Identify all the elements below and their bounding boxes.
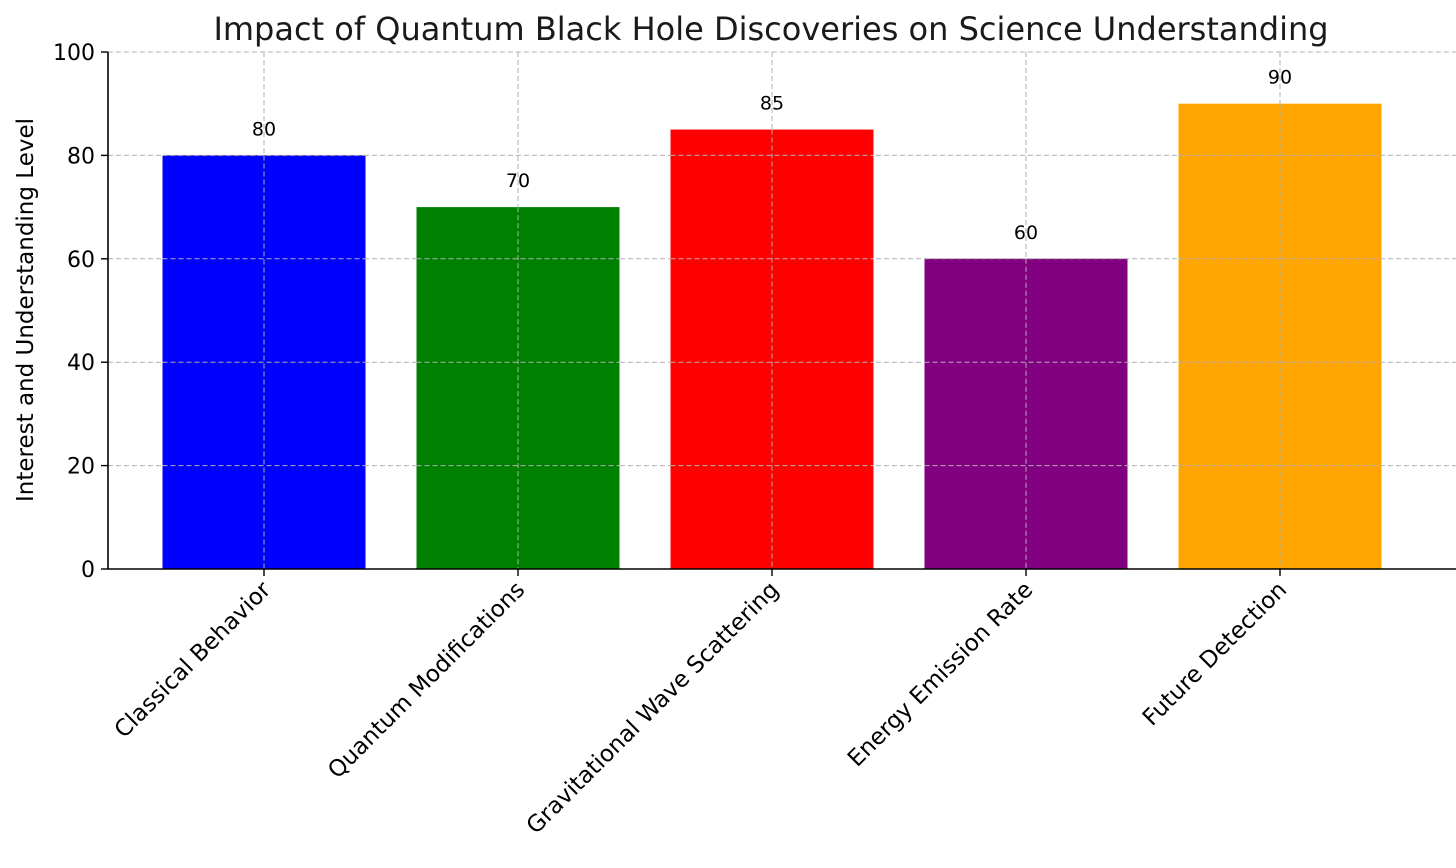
x-category-label: Classical Behavior xyxy=(110,576,277,743)
bar-value-label: 90 xyxy=(1268,67,1292,89)
y-tick-label: 60 xyxy=(67,248,95,273)
y-tick-label: 40 xyxy=(67,351,95,376)
y-tick-label: 100 xyxy=(53,41,95,66)
x-category-label: Energy Emission Rate xyxy=(843,577,1038,772)
bar-value-label: 60 xyxy=(1014,222,1038,244)
bar-layer: 80 70 85 60 90 xyxy=(162,67,1382,570)
bar-value-label: 85 xyxy=(760,93,784,115)
bar-value-label: 70 xyxy=(506,170,530,192)
chart-title: Impact of Quantum Black Hole Discoveries… xyxy=(213,10,1328,48)
y-axis-label: Interest and Understanding Level xyxy=(13,118,39,502)
y-tick-label: 80 xyxy=(67,144,95,169)
x-category-label: Quantum Modifications xyxy=(323,577,530,784)
x-category-label: Future Detection xyxy=(1138,577,1292,731)
x-category-label: Gravitational Wave Scattering xyxy=(522,577,785,840)
y-tick-label: 0 xyxy=(81,558,95,583)
bar-value-label: 80 xyxy=(252,118,276,140)
y-tick-label: 20 xyxy=(67,455,95,480)
